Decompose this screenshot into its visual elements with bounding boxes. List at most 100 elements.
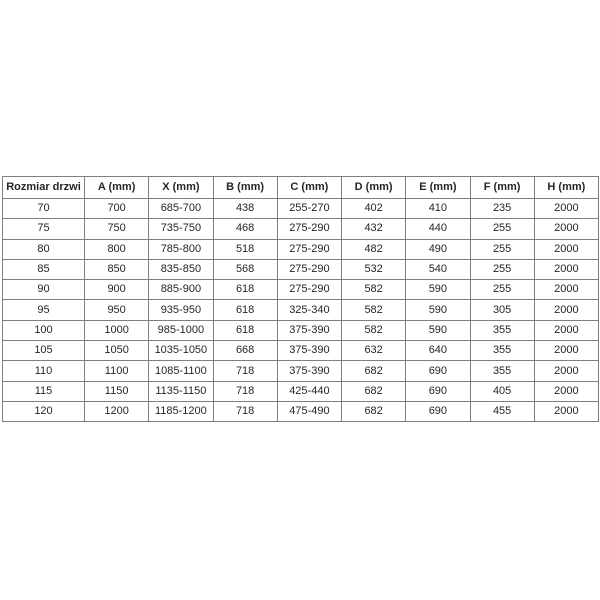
table-cell: 985-1000: [148, 319, 214, 342]
table-cell: 2000: [533, 279, 600, 301]
table-cell: 482: [340, 238, 407, 260]
table-body: 70 700 685-700 438 255-270 402 410 235 2000 75 750…: [2, 197, 600, 423]
table-cell: 1050: [83, 340, 150, 362]
table-cell: 375-390: [276, 340, 343, 362]
table-cell: 590: [405, 299, 471, 321]
table-cell: 532: [340, 258, 407, 281]
column-header-0: Rozmiar drzwi: [2, 176, 85, 199]
table-cell: 618: [212, 299, 278, 321]
table-cell: 590: [405, 319, 471, 342]
table-cell: 75: [2, 218, 85, 240]
table-cell: 700: [83, 197, 150, 220]
column-header-4: C (mm): [276, 176, 343, 199]
table-cell: 885-900: [148, 279, 214, 301]
table-cell: 2000: [533, 340, 600, 362]
table-cell: 568: [212, 258, 278, 281]
table-cell: 690: [405, 360, 471, 382]
table-cell: 402: [340, 197, 407, 220]
table-cell: 718: [212, 360, 278, 382]
table-cell: 785-800: [148, 238, 214, 260]
column-header-7: F (mm): [469, 176, 535, 199]
table-cell: 110: [2, 360, 85, 382]
table-cell: 640: [405, 340, 471, 362]
column-header-1: A (mm): [83, 176, 150, 199]
table-cell: 950: [83, 299, 150, 321]
table-row: 70 700 685-700 438 255-270 402 410 235 2000: [2, 197, 600, 220]
table-cell: 475-490: [276, 400, 343, 423]
table-cell: 255: [469, 218, 535, 240]
table-row: 120 1200 1185-1200 718 475-490 682 690 455 2000: [2, 400, 600, 423]
table-cell: 618: [212, 279, 278, 301]
table-row: 115 1150 1135-1150 718 425-440 682 690 405 2000: [2, 380, 600, 402]
table-cell: 115: [2, 380, 85, 402]
table-cell: 618: [212, 319, 278, 342]
table-cell: 255: [469, 279, 535, 301]
table-row: 85 850 835-850 568 275-290 532 540 255 2000: [2, 258, 600, 281]
table-cell: 405: [469, 380, 535, 402]
column-header-3: B (mm): [212, 176, 278, 199]
table-row: 90 900 885-900 618 275-290 582 590 255 2000: [2, 279, 600, 301]
table-cell: 540: [405, 258, 471, 281]
table-cell: 682: [340, 360, 407, 382]
column-header-8: H (mm): [533, 176, 600, 199]
table-cell: 255: [469, 238, 535, 260]
table-cell: 835-850: [148, 258, 214, 281]
table-cell: 2000: [533, 238, 600, 260]
table-cell: 590: [405, 279, 471, 301]
table-cell: 355: [469, 340, 535, 362]
table-cell: 2000: [533, 400, 600, 423]
table-cell: 325-340: [276, 299, 343, 321]
table-cell: 355: [469, 319, 535, 342]
table-cell: 305: [469, 299, 535, 321]
table-cell: 518: [212, 238, 278, 260]
table-cell: 1000: [83, 319, 150, 342]
table-cell: 410: [405, 197, 471, 220]
table-cell: 2000: [533, 218, 600, 240]
table-row: 75 750 735-750 468 275-290 432 440 255 2000: [2, 218, 600, 240]
column-header-5: D (mm): [340, 176, 407, 199]
table-row: 110 1100 1085-1100 718 375-390 682 690 355 2000: [2, 360, 600, 382]
table-cell: 90: [2, 279, 85, 301]
table-cell: 275-290: [276, 258, 343, 281]
table-cell: 468: [212, 218, 278, 240]
table-cell: 355: [469, 360, 535, 382]
door-dimensions-table: Rozmiar drzwi A (mm) X (mm) B (mm) C (mm) D (…: [2, 176, 600, 423]
table-cell: 2000: [533, 319, 600, 342]
table-cell: 432: [340, 218, 407, 240]
table-row: 100 1000 985-1000 618 375-390 582 590 355 2000: [2, 319, 600, 342]
table-cell: 1200: [83, 400, 150, 423]
table-cell: 690: [405, 380, 471, 402]
table-cell: 275-290: [276, 238, 343, 260]
table-cell: 690: [405, 400, 471, 423]
table-cell: 120: [2, 400, 85, 423]
table-cell: 935-950: [148, 299, 214, 321]
table-cell: 1100: [83, 360, 150, 382]
table-cell: 668: [212, 340, 278, 362]
table-cell: 255: [469, 258, 535, 281]
table-cell: 718: [212, 400, 278, 423]
table-cell: 70: [2, 197, 85, 220]
table-row: 95 950 935-950 618 325-340 582 590 305 2000: [2, 299, 600, 321]
table-cell: 682: [340, 400, 407, 423]
table-cell: 85: [2, 258, 85, 281]
table-cell: 1150: [83, 380, 150, 402]
table-cell: 80: [2, 238, 85, 260]
table-row: 105 1050 1035-1050 668 375-390 632 640 355 2000: [2, 340, 600, 362]
table-cell: 900: [83, 279, 150, 301]
table-cell: 375-390: [276, 360, 343, 382]
table-cell: 1085-1100: [148, 360, 214, 382]
table-cell: 2000: [533, 299, 600, 321]
table-row: 80 800 785-800 518 275-290 482 490 255 2000: [2, 238, 600, 260]
column-header-6: E (mm): [405, 176, 471, 199]
table-cell: 1035-1050: [148, 340, 214, 362]
table-cell: 750: [83, 218, 150, 240]
table-cell: 800: [83, 238, 150, 260]
table-cell: 438: [212, 197, 278, 220]
table-cell: 632: [340, 340, 407, 362]
column-header-2: X (mm): [148, 176, 214, 199]
table-cell: 718: [212, 380, 278, 402]
table-cell: 582: [340, 319, 407, 342]
table-cell: 682: [340, 380, 407, 402]
table-cell: 235: [469, 197, 535, 220]
table-cell: 490: [405, 238, 471, 260]
